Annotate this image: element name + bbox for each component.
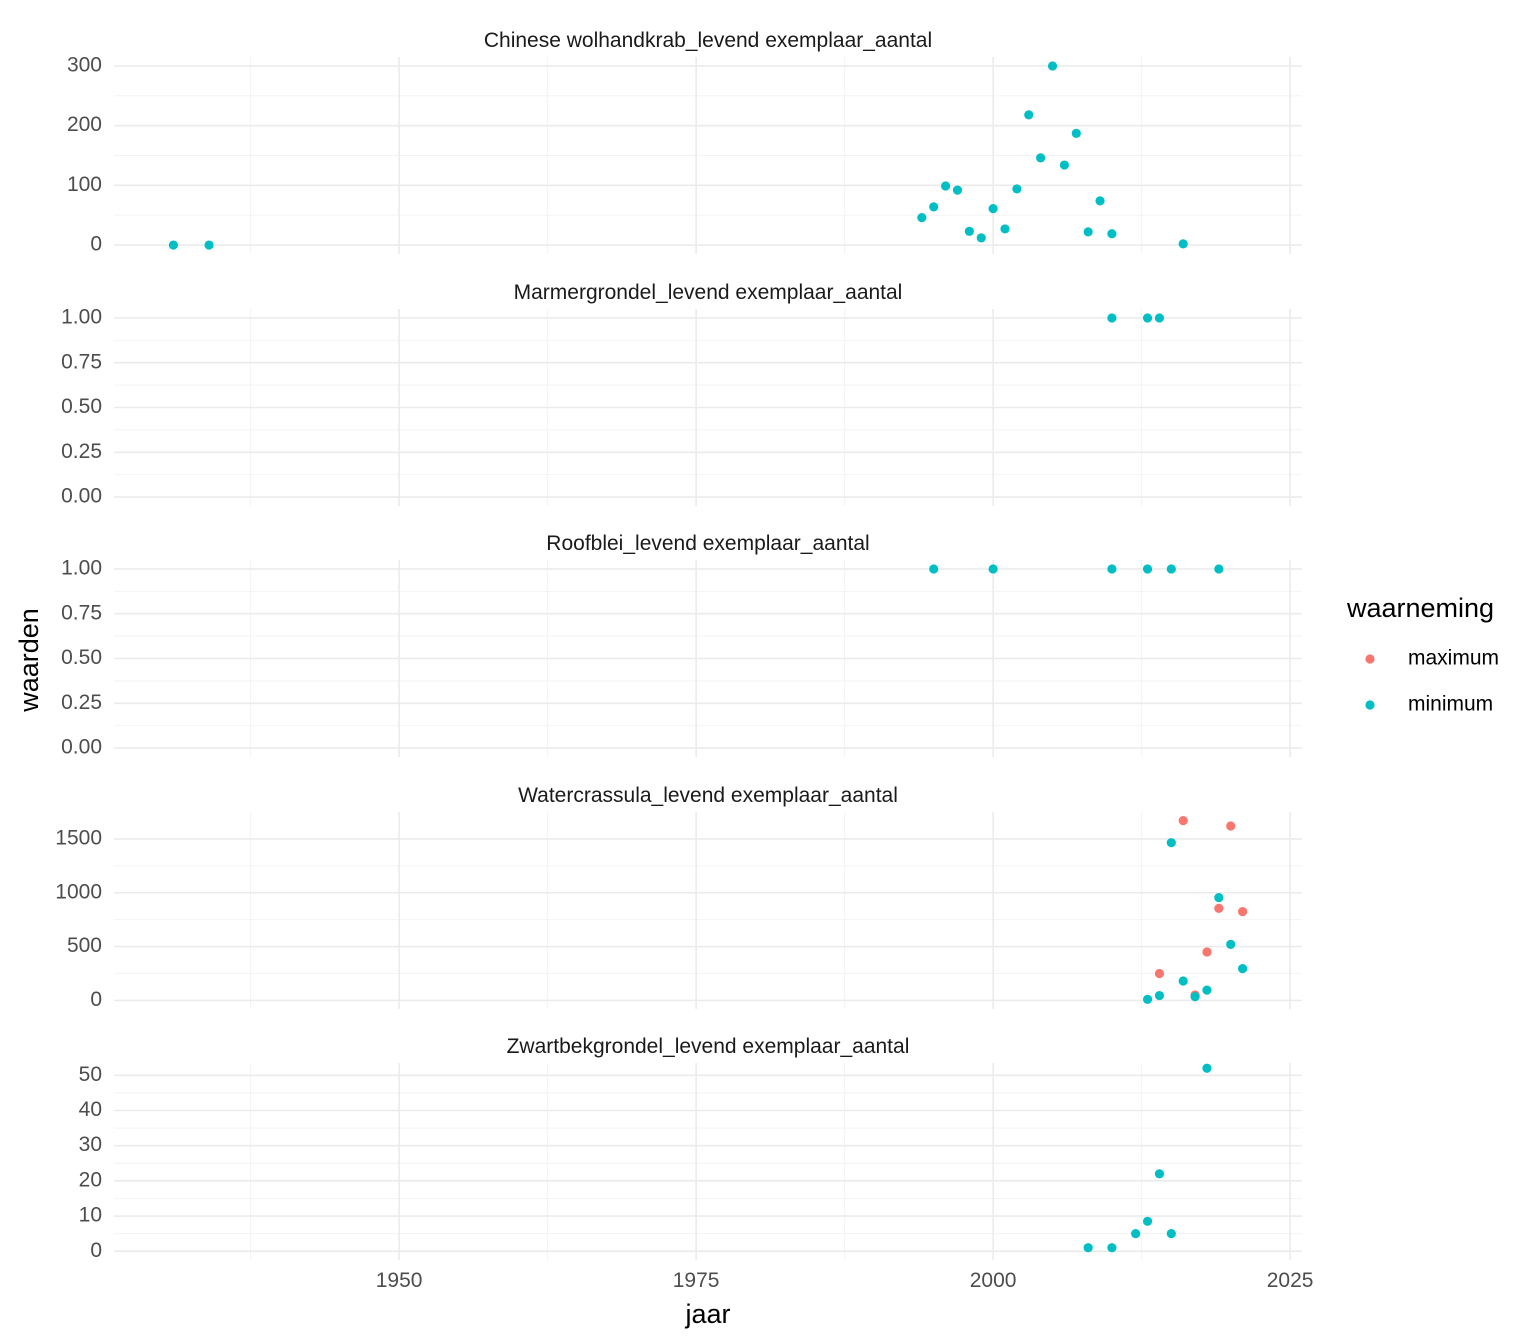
data-point-minimum [988,564,998,574]
data-point-minimum [1036,153,1046,163]
data-point-minimum [1202,1063,1212,1073]
facet-title: Roofblei_levend exemplaar_aantal [546,532,869,555]
data-point-minimum [1059,160,1069,170]
data-point-minimum [1190,992,1200,1002]
y-tick-label: 20 [79,1168,102,1191]
data-point-minimum [1107,313,1117,323]
facet-title: Chinese wolhandkrab_levend exemplaar_aan… [484,29,932,52]
data-point-minimum [204,240,214,250]
data-point-maximum [1226,821,1236,831]
x-tick-label: 2000 [970,1269,1017,1292]
data-point-minimum [1166,564,1176,574]
data-point-minimum [1131,1229,1141,1239]
data-point-minimum [1166,1229,1176,1239]
y-tick-label: 500 [67,934,102,957]
y-tick-label: 10 [79,1204,102,1227]
data-point-minimum [1178,976,1188,986]
data-point-maximum [1154,968,1165,979]
data-point-maximum [1238,906,1248,917]
y-tick-label: 0 [90,233,102,256]
data-point-minimum [1107,229,1117,239]
y-tick-label: 200 [67,113,102,136]
y-tick-label: 0.25 [61,440,102,463]
legend-key-maximum [1365,654,1375,664]
data-point-minimum [917,212,927,223]
data-point-minimum [1107,564,1117,574]
data-point-minimum [1000,224,1010,234]
data-point-minimum [1142,564,1153,574]
data-point-minimum [168,240,178,250]
facet-panel: 0.00 0.25 0.50 0.75 1.00 Roofblei_levend exem… [61,532,1302,759]
data-point-maximum [1202,947,1212,957]
data-point-minimum [1107,1243,1117,1253]
data-point-minimum [1142,313,1153,323]
data-point-minimum [1166,838,1176,848]
facet-title: Marmergrondel_levend exemplaar_aantal [514,281,903,304]
data-point-minimum [1095,196,1105,206]
facet-title: Zwartbekgrondel_levend exemplaar_aantal [507,1035,910,1058]
legend: waarneming maximum minimum [1346,593,1499,716]
legend-key-minimum [1365,700,1375,710]
data-point-minimum [1178,239,1188,249]
data-point-minimum [1083,1243,1093,1253]
data-point-minimum [1226,939,1236,950]
y-tick-label: 0.75 [61,601,102,624]
y-tick-label: 0.50 [61,395,102,418]
y-tick-label: 0.00 [61,736,102,759]
y-tick-label: 50 [79,1063,102,1086]
legend-label: minimum [1408,693,1493,716]
data-point-minimum [929,202,939,212]
y-tick-label: 1.00 [61,557,102,580]
data-point-minimum [929,564,939,574]
x-axis-title: jaar [684,1299,730,1329]
y-tick-label: 1500 [55,826,102,849]
y-tick-label: 30 [79,1133,102,1156]
data-point-minimum [1214,892,1224,903]
data-point-minimum [1202,985,1212,995]
legend-title: waarneming [1346,593,1494,623]
data-point-maximum [1178,816,1188,826]
data-point-minimum [1214,564,1224,574]
facet-panel: 0 500 1000 1500 Watercrassula_levend exempla… [55,784,1302,1011]
data-point-minimum [1012,184,1022,194]
facet-panel: 0 10 20 30 40 50 Zwartbekgrondel_levend exempl… [79,1035,1302,1262]
y-tick-label: 0.50 [61,646,102,669]
x-tick-label: 1950 [376,1269,423,1292]
data-point-minimum [1024,110,1034,120]
facet-panel: 0 100 200 300 Chinese wolhandkrab_levend exe… [67,29,1302,256]
data-point-minimum [952,185,963,195]
data-point-maximum [1214,903,1224,913]
y-tick-label: 1.00 [61,306,102,329]
y-tick-label: 0 [90,1239,102,1262]
data-point-minimum [1083,227,1093,237]
data-point-minimum [1071,128,1081,139]
legend-label: maximum [1408,647,1499,670]
data-point-minimum [1154,313,1165,323]
data-point-minimum [1238,964,1248,974]
y-tick-label: 1000 [55,880,102,903]
data-point-minimum [1154,990,1165,1001]
x-tick-label: 2025 [1267,1269,1314,1292]
y-tick-label: 0.00 [61,485,102,508]
data-point-minimum [1142,994,1153,1004]
data-point-minimum [964,226,974,236]
x-tick-label: 1975 [673,1269,720,1292]
y-axis-title: waarden [14,608,44,713]
facet-panel: 0.00 0.25 0.50 0.75 1.00 Marmergrondel_levend… [61,281,1302,508]
y-tick-label: 0.75 [61,350,102,373]
y-tick-label: 0.25 [61,691,102,714]
data-point-minimum [1154,1169,1165,1179]
data-point-minimum [941,181,951,191]
data-point-minimum [1142,1216,1153,1226]
y-tick-label: 0 [90,988,102,1011]
data-point-minimum [1047,61,1058,71]
y-tick-label: 300 [67,54,102,77]
data-point-minimum [988,204,998,214]
data-point-minimum [976,233,986,243]
facet-title: Watercrassula_levend exemplaar_aantal [518,784,898,807]
y-tick-label: 40 [79,1098,102,1121]
y-tick-label: 100 [67,173,102,196]
